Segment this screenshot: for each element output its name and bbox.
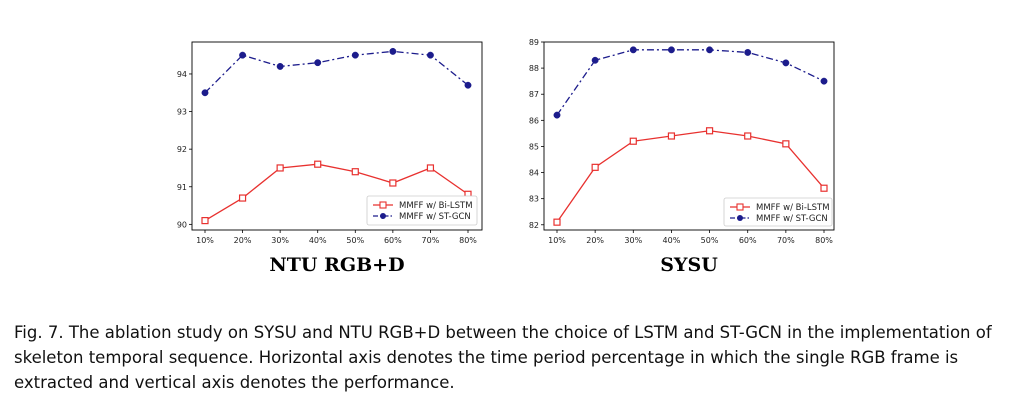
data-point [389, 47, 397, 55]
data-point [426, 164, 435, 172]
y-tick-label: 85 [529, 142, 539, 151]
figure-caption: Fig. 7. The ablation study on SYSU and N… [14, 323, 992, 392]
data-point [201, 89, 209, 97]
y-tick-label: 83 [529, 195, 539, 204]
series-bi-lstm [553, 127, 828, 226]
series-line [556, 130, 825, 223]
data-point [782, 59, 790, 67]
x-tick-label: 10% [548, 236, 566, 245]
legend-swatch-marker [736, 203, 744, 211]
data-point [591, 163, 599, 171]
legend-label: MMFF w/ Bi-LSTM [399, 201, 473, 211]
y-tick-label: 89 [529, 38, 539, 47]
x-tick-label: 40% [663, 236, 681, 245]
x-tick-label: 70% [422, 236, 440, 245]
legend-label: MMFF w/ ST-GCN [399, 212, 471, 222]
data-point [201, 217, 209, 225]
data-point [782, 140, 790, 148]
x-tick-label: 50% [701, 236, 719, 245]
data-point [426, 51, 434, 59]
data-point [276, 62, 284, 70]
data-point [553, 218, 561, 226]
plot-frame [543, 41, 835, 231]
data-point [706, 46, 714, 54]
data-point [351, 51, 359, 59]
data-point [389, 179, 397, 187]
x-tick-label: 10% [196, 236, 214, 245]
series-st-gcn [553, 46, 828, 119]
series-line [204, 163, 469, 222]
data-point [238, 194, 247, 202]
y-tick-label: 91 [177, 183, 187, 192]
plot-frame [191, 41, 483, 231]
y-tick-label: 84 [529, 169, 539, 178]
data-point [464, 81, 472, 89]
data-point [276, 164, 284, 172]
chart-1: 90 91 92 93 94 10% 20% 30% 40% 50% 60% 70% 80% MMFF w… [177, 41, 483, 276]
y-tick-label: 82 [529, 221, 539, 230]
y-tick-label: 87 [529, 90, 539, 99]
y-tick-label: 93 [177, 108, 187, 117]
legend-swatch-marker [379, 201, 387, 209]
x-tick-label: 80% [815, 236, 833, 245]
data-point [744, 48, 752, 56]
data-point [667, 46, 675, 54]
data-point [591, 56, 599, 64]
x-tick-label: 20% [234, 236, 252, 245]
x-tick-label: 60% [384, 236, 402, 245]
data-point [239, 51, 247, 59]
data-point [314, 59, 322, 67]
y-tick-label: 90 [177, 220, 187, 229]
x-tick-label: 30% [624, 236, 642, 245]
y-tick-label: 94 [177, 70, 187, 79]
legend-swatch-marker [380, 213, 386, 219]
data-point [351, 168, 359, 176]
legend-box [366, 195, 478, 226]
chart-title: SYSU [660, 254, 718, 276]
data-point [705, 127, 714, 135]
data-point [629, 137, 637, 145]
data-point [667, 132, 676, 140]
chart-title: NTU RGB+D [269, 254, 404, 276]
x-tick-label: 80% [459, 236, 477, 245]
x-tick-label: 20% [586, 236, 604, 245]
legend-label: MMFF w/ Bi-LSTM [756, 203, 830, 213]
data-point [553, 111, 561, 119]
data-point [820, 184, 828, 192]
legend-label: MMFF w/ ST-GCN [756, 214, 828, 224]
y-tick-label: 88 [529, 64, 539, 73]
x-tick-label: 70% [777, 236, 795, 245]
series-bi-lstm [201, 160, 472, 225]
x-tick-label: 30% [271, 236, 289, 245]
data-point [820, 77, 828, 85]
legend-box [723, 197, 833, 227]
x-tick-label: 60% [739, 236, 757, 245]
data-point [629, 46, 637, 54]
data-point [314, 160, 322, 168]
legend-swatch-marker [737, 215, 743, 221]
chart-2: 82 83 84 85 86 87 88 89 10% 20% 30% 40% 50% 60% 70% 80%… [529, 38, 835, 276]
data-point [744, 132, 752, 140]
x-tick-label: 40% [309, 236, 327, 245]
y-tick-label: 86 [529, 116, 539, 125]
y-tick-label: 92 [177, 145, 187, 154]
series-st-gcn [201, 47, 472, 97]
x-tick-label: 50% [346, 236, 364, 245]
